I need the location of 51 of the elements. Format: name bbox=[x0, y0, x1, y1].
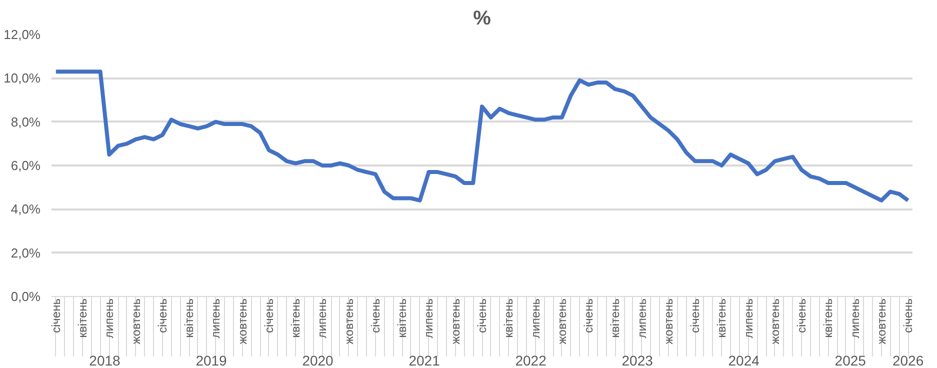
x-tick-label: липень bbox=[315, 298, 330, 338]
text: 2018 bbox=[89, 352, 121, 368]
text: 2023 bbox=[622, 352, 654, 368]
x-tick-label: січень bbox=[688, 298, 702, 333]
x-tick-label: квітень bbox=[182, 298, 196, 338]
x-tick-label: жовтень bbox=[448, 298, 462, 344]
text: 2021 bbox=[408, 352, 440, 368]
y-tick-label: 6,0% bbox=[10, 158, 41, 173]
x-tick-label: липень bbox=[848, 298, 862, 338]
x-tick-label: жовтень bbox=[768, 298, 782, 344]
x-tick-label: квітень bbox=[502, 298, 516, 338]
x-tick-label: січень bbox=[155, 298, 170, 333]
x-tick-label: жовтень bbox=[554, 298, 569, 344]
x-tick-label: квітень bbox=[821, 298, 836, 338]
y-tick-label: 2,0% bbox=[10, 245, 41, 260]
x-tick-label: липень bbox=[741, 298, 756, 338]
y-tick-label: 10,0% bbox=[4, 70, 41, 86]
y-tick-label: 8,0% bbox=[10, 114, 41, 130]
x-tick-label: січень bbox=[582, 298, 596, 333]
x-tick-label: квітень bbox=[395, 298, 410, 338]
x-tick-label: квітень bbox=[288, 298, 303, 338]
x-tick-label: квітень bbox=[608, 298, 622, 338]
chart-title: % bbox=[473, 8, 492, 30]
x-tick-label: січень bbox=[475, 298, 489, 333]
x-tick-label: липень bbox=[528, 298, 542, 338]
x-tick-label: січень bbox=[901, 298, 916, 333]
x-tick-label: липень bbox=[634, 298, 649, 338]
x-tick-label: жовтень bbox=[342, 298, 356, 344]
x-tick-label: квітень bbox=[714, 298, 729, 338]
x-tick-label: жовтень bbox=[661, 298, 676, 344]
y-tick-label: 12,0% bbox=[4, 27, 41, 42]
text: 2020 bbox=[302, 352, 334, 368]
x-tick-label: липень bbox=[102, 298, 116, 338]
x-tick-label: липень bbox=[208, 298, 223, 338]
x-tick-label: січень bbox=[368, 298, 382, 333]
y-tick-label: 0,0% bbox=[10, 289, 41, 304]
x-tick-label: квітень bbox=[76, 298, 90, 338]
line-series bbox=[54, 70, 910, 202]
text: 2025 bbox=[834, 352, 866, 368]
x-tick-label: жовтень bbox=[235, 298, 250, 344]
x-tick-label: січень bbox=[794, 298, 809, 333]
x-tick-label: січень bbox=[262, 298, 276, 333]
x-tick-label: січень bbox=[48, 298, 63, 333]
x-tick-label: липень bbox=[422, 298, 436, 338]
text: 2026 bbox=[892, 352, 924, 368]
text: 2022 bbox=[515, 352, 547, 368]
y-tick-label: 4,0% bbox=[10, 202, 41, 217]
text: 2019 bbox=[196, 352, 228, 368]
x-tick-label: жовтень bbox=[874, 298, 888, 344]
text: 2024 bbox=[728, 352, 760, 368]
x-tick-label: жовтень bbox=[128, 298, 143, 344]
